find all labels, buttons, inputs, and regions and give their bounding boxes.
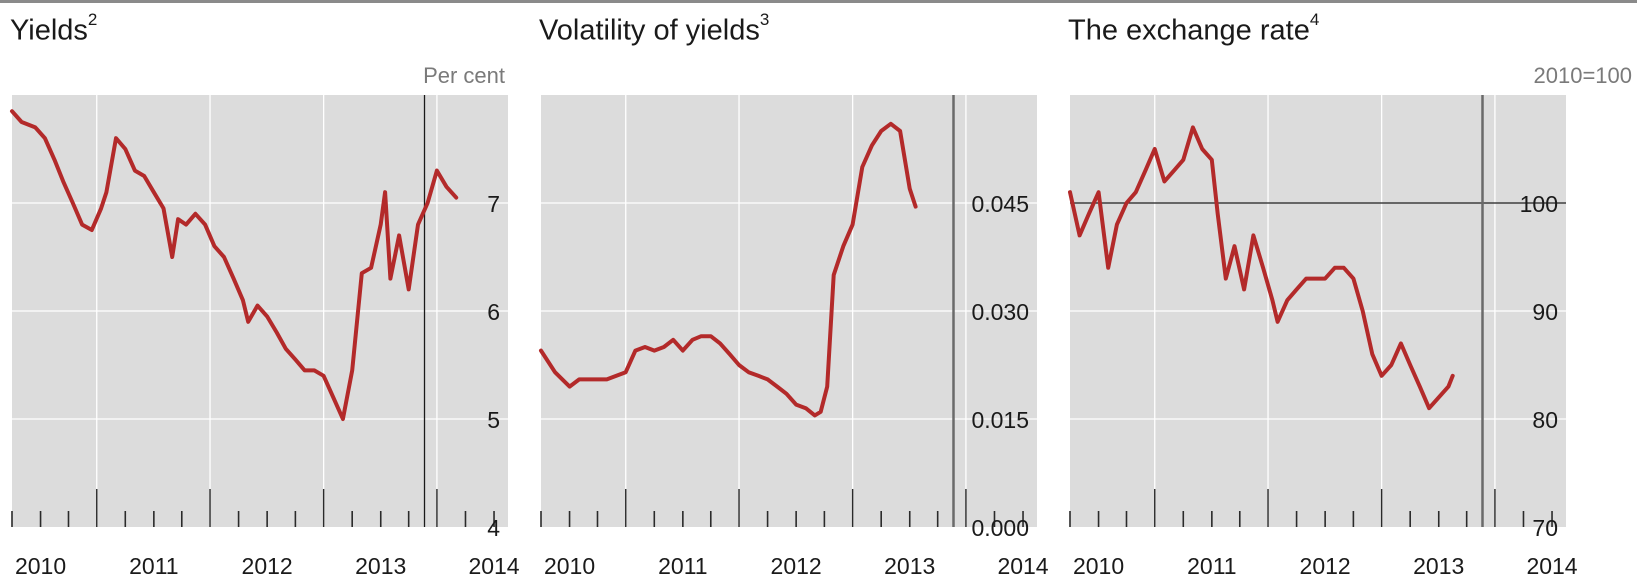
yields-x-tick-label: 2013 — [355, 553, 406, 579]
volatility-x-tick-label: 2013 — [884, 553, 935, 579]
exchange-rate-series-line — [1068, 125, 1455, 411]
volatility-y-tick-label: 0.045 — [971, 191, 1029, 217]
volatility-x-tick-label: 2012 — [771, 553, 822, 579]
volatility-y-tick-label: 0.015 — [971, 407, 1029, 433]
exchange-rate-y-tick-label: 100 — [1520, 191, 1558, 217]
exchange-rate-x-tick-label: 2014 — [1526, 553, 1577, 579]
yields-unit-label: Per cent — [423, 63, 505, 88]
yields-x-tick-label: 2010 — [15, 553, 66, 579]
exchange-rate-title: The exchange rate4 — [1068, 10, 1320, 47]
exchange-rate-y-tick-label: 80 — [1532, 407, 1558, 433]
yields-x-tick-label: 2011 — [129, 553, 178, 579]
yields-y-tick-label: 7 — [487, 191, 500, 217]
yields-y-tick-label: 5 — [487, 407, 500, 433]
volatility-y-tick-label: 0.030 — [971, 299, 1029, 325]
exchange-rate-y-tick-label: 70 — [1532, 515, 1558, 541]
yields-series-line — [10, 109, 459, 421]
yields-y-tick-label: 6 — [487, 299, 500, 325]
exchange-rate-x-tick-label: 2010 — [1073, 553, 1124, 579]
volatility-title: Volatility of yields3 — [539, 10, 770, 47]
yields-x-tick-label: 2014 — [468, 553, 519, 579]
exchange-rate-unit-label: 2010=100 — [1534, 63, 1633, 88]
yields-y-tick-label: 4 — [487, 515, 500, 541]
volatility-x-tick-label: 2014 — [997, 553, 1048, 579]
volatility-series-line — [539, 121, 918, 418]
volatility-x-tick-label: 2010 — [544, 553, 595, 579]
yields-x-tick-label: 2012 — [242, 553, 293, 579]
exchange-rate-y-tick-label: 90 — [1532, 299, 1558, 325]
exchange-rate-x-tick-label: 2011 — [1187, 553, 1236, 579]
exchange-rate-x-tick-label: 2013 — [1413, 553, 1464, 579]
top-rule — [0, 0, 1637, 3]
exchange-rate-x-tick-label: 2012 — [1300, 553, 1351, 579]
volatility-x-tick-label: 2011 — [658, 553, 707, 579]
volatility-y-tick-label: 0.000 — [971, 515, 1029, 541]
yields-title: Yields2 — [10, 10, 98, 47]
